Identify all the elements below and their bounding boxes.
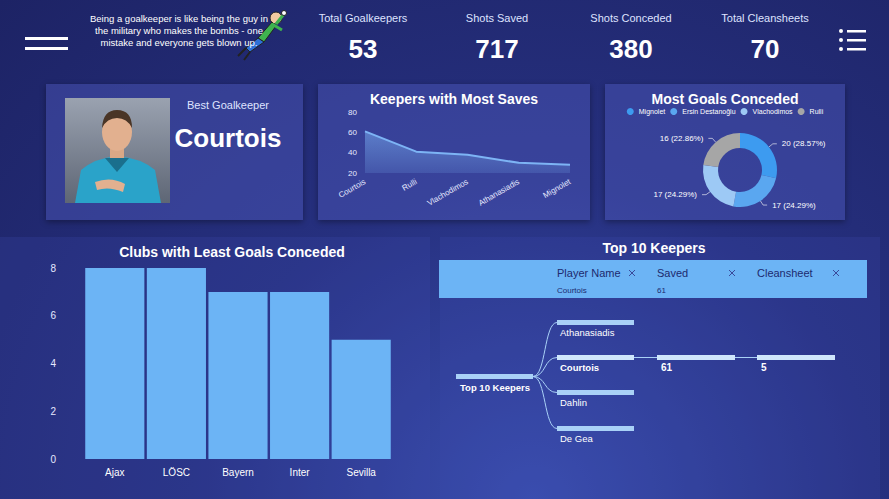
- svg-text:Mignolet: Mignolet: [639, 108, 666, 116]
- svg-text:20 (28.57%): 20 (28.57%): [782, 139, 826, 148]
- svg-text:80: 80: [348, 108, 357, 117]
- svg-text:Most Goals Conceded: Most Goals Conceded: [651, 91, 798, 107]
- svg-text:17 (24.29%): 17 (24.29%): [653, 190, 697, 199]
- svg-text:Athanasiadis: Athanasiadis: [560, 327, 615, 338]
- svg-text:Mignolet: Mignolet: [542, 177, 573, 200]
- svg-text:60: 60: [348, 128, 357, 137]
- svg-text:40: 40: [348, 148, 357, 157]
- svg-text:Keepers with Most Saves: Keepers with Most Saves: [370, 91, 538, 107]
- svg-text:Ajax: Ajax: [105, 467, 124, 478]
- html-text:Shots Conceded: Shots Conceded: [590, 12, 672, 24]
- svg-text:61: 61: [661, 362, 673, 373]
- svg-text:4: 4: [50, 358, 56, 369]
- svg-text:Inter: Inter: [290, 467, 311, 478]
- svg-text:8: 8: [50, 263, 56, 274]
- svg-text:LÖSC: LÖSC: [163, 467, 190, 478]
- svg-text:20: 20: [348, 169, 357, 178]
- html-text:53: 53: [348, 34, 378, 64]
- html-text:Total Goalkeepers: Total Goalkeepers: [318, 12, 408, 24]
- html-text:70: 70: [750, 34, 780, 64]
- svg-text:2: 2: [50, 406, 56, 417]
- html-text:380: 380: [609, 34, 653, 64]
- svg-text:Ersin Destanoğlu: Ersin Destanoğlu: [682, 108, 735, 116]
- html-text:Saved: Saved: [657, 267, 689, 279]
- svg-text:5: 5: [761, 362, 767, 373]
- html-text:Courtois: Courtois: [557, 286, 587, 295]
- svg-text:Sevilla: Sevilla: [346, 467, 376, 478]
- svg-text:17 (24.29%): 17 (24.29%): [772, 201, 816, 210]
- html-text:Top 10 Keepers: Top 10 Keepers: [602, 240, 706, 256]
- svg-text:Vlachodimos: Vlachodimos: [426, 177, 470, 208]
- svg-text:Courtois: Courtois: [560, 362, 599, 373]
- svg-text:16 (22.86%): 16 (22.86%): [660, 134, 704, 143]
- svg-text:Dahlin: Dahlin: [560, 397, 587, 408]
- svg-text:De Gea: De Gea: [560, 433, 593, 444]
- html-text:Best Goalkeeper: Best Goalkeeper: [187, 99, 269, 111]
- html-text:Shots Saved: Shots Saved: [465, 12, 529, 24]
- html-text:Total Cleansheets: Total Cleansheets: [721, 12, 809, 24]
- svg-text:Clubs with Least Goals Concede: Clubs with Least Goals Conceded: [119, 244, 345, 260]
- svg-text:Top 10 Keepers: Top 10 Keepers: [460, 382, 530, 393]
- html-text:717: 717: [475, 34, 519, 64]
- svg-text:Courtois: Courtois: [337, 177, 367, 200]
- svg-text:Rulli: Rulli: [401, 177, 419, 193]
- svg-text:0: 0: [50, 454, 56, 465]
- html-text:Player Name: Player Name: [557, 267, 621, 279]
- svg-text:Rulli: Rulli: [810, 108, 824, 115]
- html-text:Courtois: Courtois: [174, 123, 282, 153]
- svg-text:Bayern: Bayern: [222, 467, 254, 478]
- html-text:Being a goalkeeper is like bei: Being a goalkeeper is like being the guy…: [90, 13, 268, 48]
- svg-text:6: 6: [50, 310, 56, 321]
- html-text:Cleansheet: Cleansheet: [757, 267, 813, 279]
- svg-text:Athanasiadis: Athanasiadis: [477, 177, 521, 208]
- svg-text:Vlachodimos: Vlachodimos: [753, 108, 794, 115]
- html-text:61: 61: [657, 286, 666, 295]
